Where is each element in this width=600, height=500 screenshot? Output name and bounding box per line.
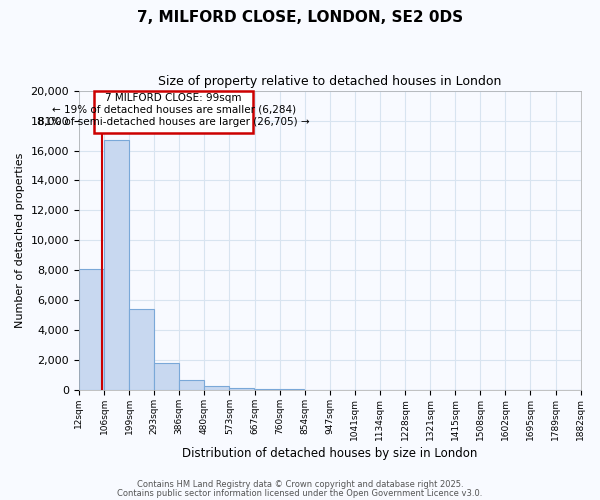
Bar (229, 388, 254, 390)
Text: ← 19% of detached houses are smaller (6,284): ← 19% of detached houses are smaller (6,… (52, 105, 296, 115)
FancyBboxPatch shape (94, 90, 253, 132)
Text: 7 MILFORD CLOSE: 99sqm: 7 MILFORD CLOSE: 99sqm (106, 93, 242, 103)
X-axis label: Distribution of detached houses by size in London: Distribution of detached houses by size … (182, 447, 478, 460)
Bar (205, 386, 229, 390)
Bar (254, 389, 280, 390)
Bar (104, 140, 129, 390)
Bar (129, 310, 154, 390)
Y-axis label: Number of detached properties: Number of detached properties (15, 152, 25, 328)
Bar (179, 380, 204, 390)
Bar (154, 364, 179, 390)
Text: Contains public sector information licensed under the Open Government Licence v3: Contains public sector information licen… (118, 488, 482, 498)
Text: 81% of semi-detached houses are larger (26,705) →: 81% of semi-detached houses are larger (… (38, 117, 310, 127)
Title: Size of property relative to detached houses in London: Size of property relative to detached ho… (158, 75, 502, 88)
Text: 7, MILFORD CLOSE, LONDON, SE2 0DS: 7, MILFORD CLOSE, LONDON, SE2 0DS (137, 10, 463, 25)
Text: Contains HM Land Registry data © Crown copyright and database right 2025.: Contains HM Land Registry data © Crown c… (137, 480, 463, 489)
Bar (79, 269, 104, 390)
